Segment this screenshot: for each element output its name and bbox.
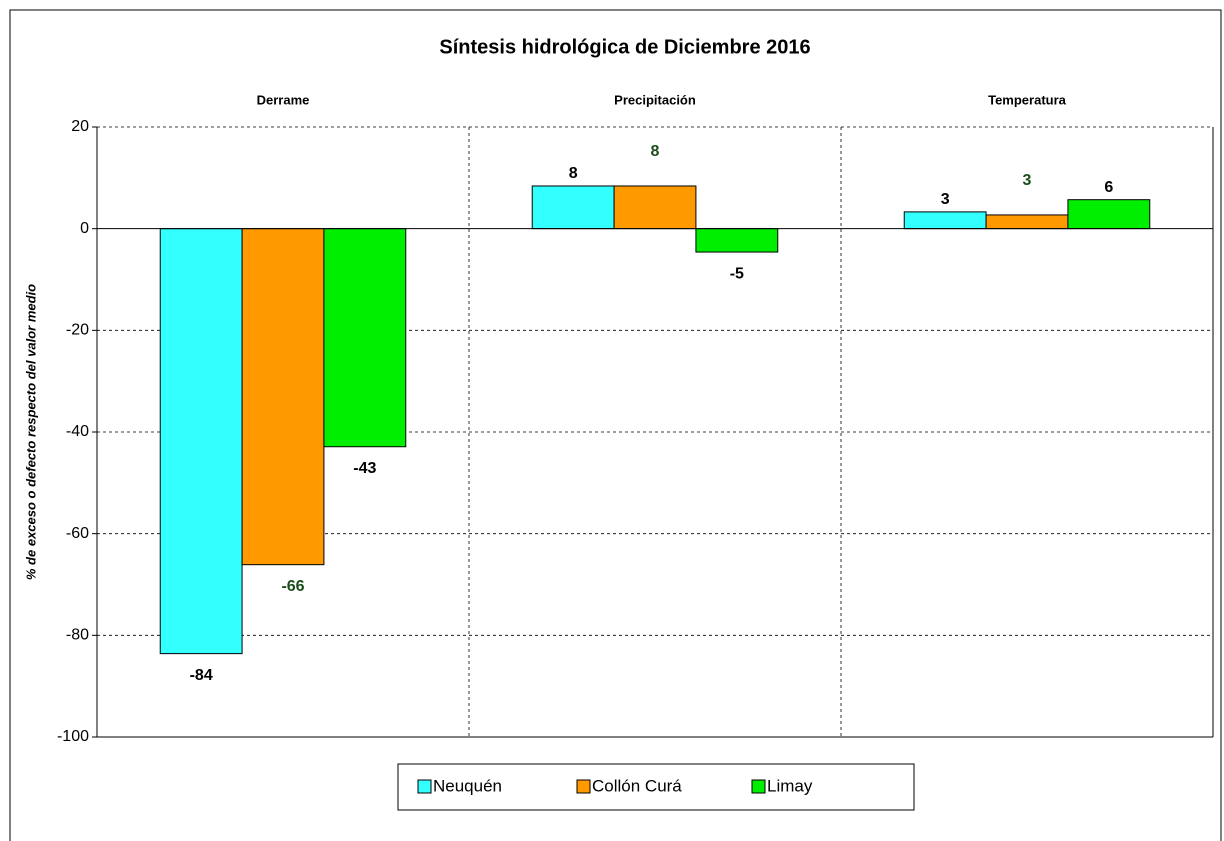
y-tick-label: -80 (66, 627, 89, 644)
legend-label: Limay (767, 776, 813, 795)
data-label: 8 (569, 165, 578, 182)
bar (1067, 199, 1151, 230)
legend-label: Collón Curá (592, 776, 682, 795)
category-label: Derrame (257, 92, 310, 107)
data-label: -84 (190, 667, 213, 684)
data-label: 8 (651, 143, 660, 160)
bar (903, 211, 987, 230)
bar (159, 228, 243, 655)
bar (613, 185, 697, 230)
y-tick-label: -40 (66, 423, 89, 440)
data-label: -43 (353, 460, 376, 477)
bar (323, 228, 407, 448)
legend-swatch (417, 779, 432, 794)
bar (241, 228, 325, 566)
bar (695, 228, 779, 253)
category-label: Precipitación (614, 92, 696, 107)
legend-swatch (751, 779, 766, 794)
category-label: Temperatura (988, 92, 1067, 107)
y-tick-label: -60 (66, 525, 89, 542)
y-tick-label: 20 (71, 118, 89, 135)
data-label: 3 (1023, 172, 1032, 189)
data-label: 3 (941, 191, 950, 208)
legend-label: Neuquén (433, 776, 502, 795)
data-label: -5 (730, 265, 744, 282)
bar (985, 214, 1069, 230)
data-label: 6 (1104, 179, 1113, 196)
data-label: -66 (281, 578, 304, 595)
chart-title: Síntesis hidrológica de Diciembre 2016 (439, 36, 810, 58)
y-axis-title: % de exceso o defecto respecto del valor… (23, 284, 38, 580)
legend-swatch (576, 779, 591, 794)
bar (531, 185, 615, 230)
y-tick-label: -100 (57, 728, 89, 745)
y-tick-label: 0 (80, 220, 89, 237)
legend (397, 763, 915, 811)
chart-border (9, 9, 1222, 841)
y-tick-label: -20 (66, 322, 89, 339)
